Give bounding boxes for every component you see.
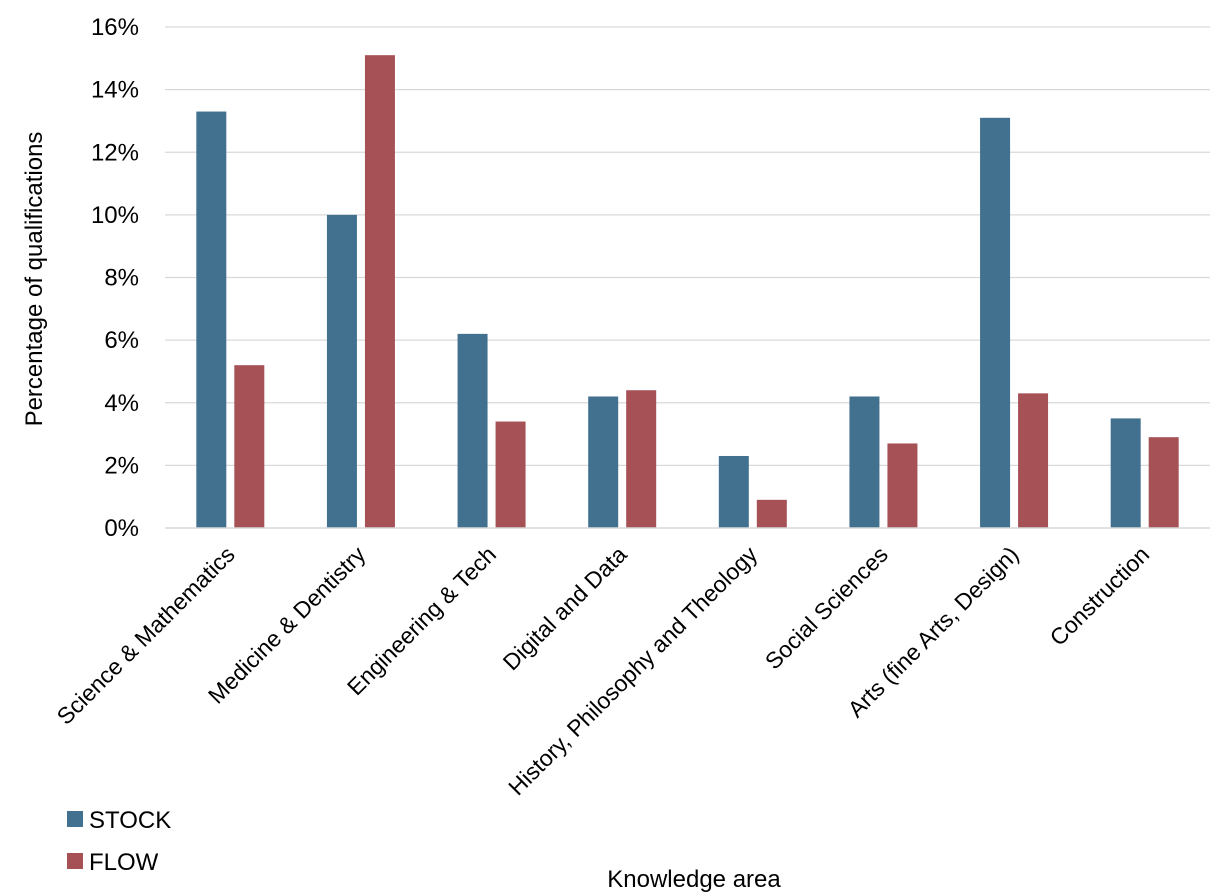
legend-swatch-stock (67, 811, 83, 827)
bar-flow (1018, 393, 1049, 528)
bar-flow (1148, 437, 1179, 528)
bar-flow (626, 390, 657, 528)
bar-flow (364, 55, 395, 529)
legend-label-flow: FLOW (89, 849, 159, 876)
bar-stock (457, 333, 488, 528)
bar-stock (196, 111, 227, 528)
legend-swatch-flow (67, 853, 83, 869)
bar-flow (495, 421, 526, 528)
y-tick-label: 2% (104, 452, 139, 479)
x-tick-label: Science & Mathematics (52, 541, 240, 729)
y-axis-title: Percentage of qualifications (21, 132, 48, 427)
bars (196, 55, 1179, 529)
bar-flow (234, 365, 265, 528)
bar-stock (588, 396, 619, 528)
y-tick-label: 6% (104, 327, 139, 354)
legend: STOCK FLOW (67, 807, 171, 876)
y-tick-label: 16% (91, 14, 139, 41)
bar-stock (718, 455, 749, 528)
bar-flow (887, 443, 918, 528)
bar-stock (1110, 418, 1141, 528)
bar-stock (980, 117, 1011, 529)
legend-label-stock: STOCK (89, 807, 171, 834)
y-tick-label: 14% (91, 77, 139, 104)
bar-stock (326, 214, 357, 528)
x-tick-label: Engineering & Tech (342, 541, 501, 700)
x-tick-label: Social Sciences (760, 541, 893, 674)
y-tick-label: 0% (104, 515, 139, 542)
y-tick-label: 4% (104, 390, 139, 417)
bar-flow (756, 499, 787, 528)
bar-stock (849, 396, 880, 528)
y-tick-label: 8% (104, 265, 139, 292)
y-tick-labels: 0% 2% 4% 6% 8% 10% 12% 14% 16% (91, 14, 139, 542)
gridlines (165, 26, 1210, 467)
x-tick-label: History, Philosophy and Theology (503, 541, 763, 801)
x-tick-label: Construction (1045, 541, 1155, 651)
y-tick-label: 12% (91, 139, 139, 166)
y-tick-label: 10% (91, 202, 139, 229)
x-axis-title: Knowledge area (607, 866, 781, 893)
x-tick-label: Digital and Data (498, 541, 632, 675)
